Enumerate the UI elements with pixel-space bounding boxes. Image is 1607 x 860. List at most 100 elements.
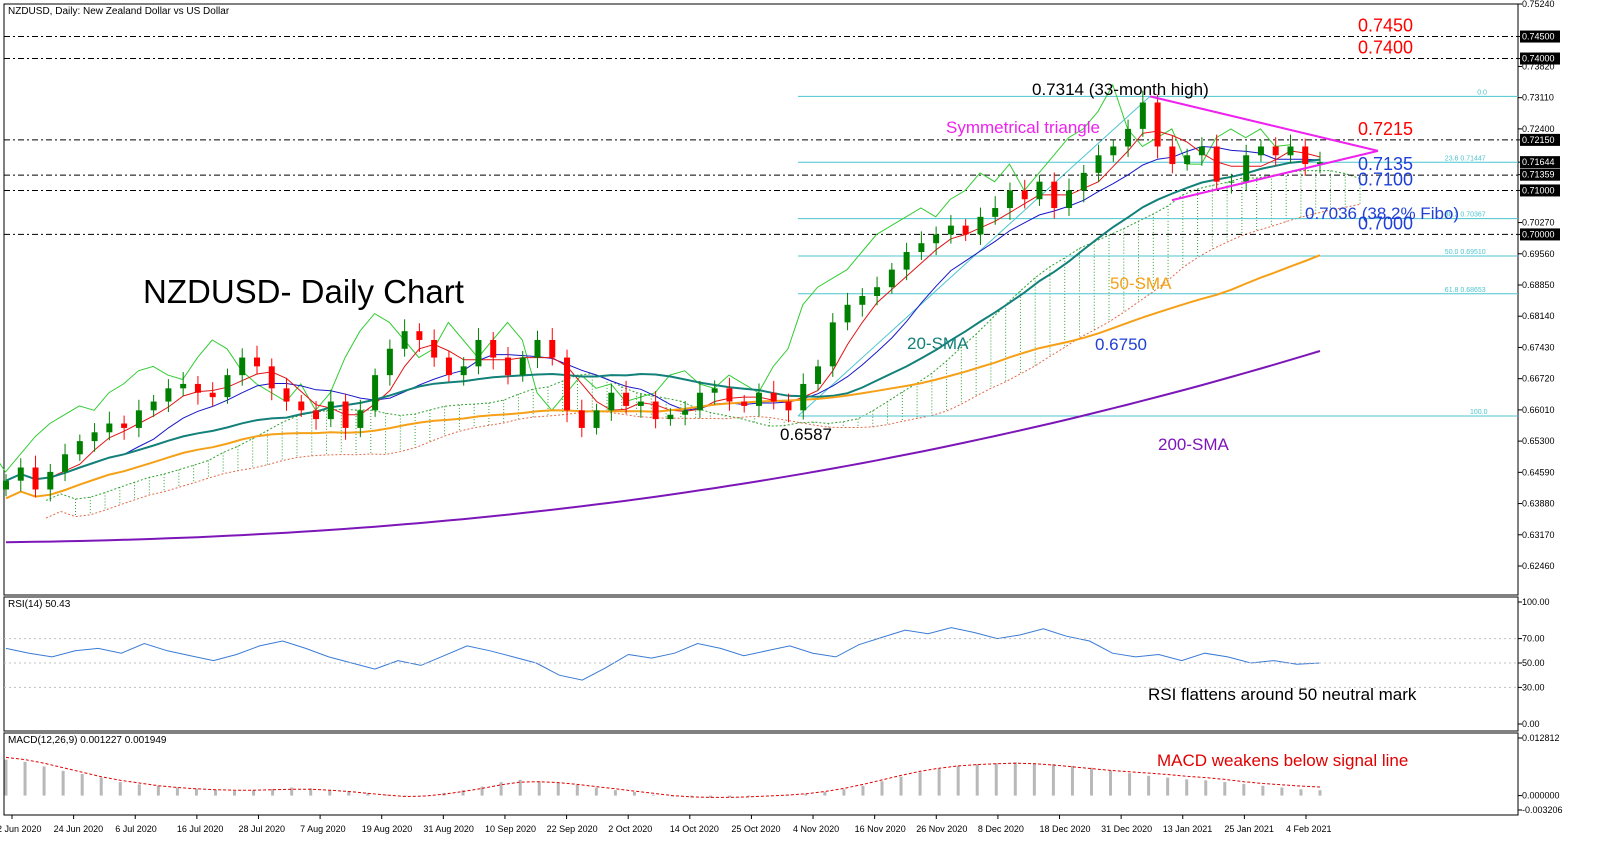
candle-body — [150, 401, 157, 411]
candle-body — [401, 331, 408, 349]
price-tick-highlight — [1520, 156, 1560, 169]
candle-body — [1243, 155, 1250, 182]
price-tick-highlight — [1520, 168, 1560, 181]
price-tick-label: 0.74000 — [1522, 54, 1555, 64]
candle-body — [1287, 146, 1294, 156]
triangle-lower-line — [1171, 149, 1379, 202]
sma20-line — [5, 158, 1321, 482]
candle-body — [268, 366, 275, 389]
candle-body — [1110, 146, 1117, 156]
price-tick-highlight — [1520, 228, 1560, 241]
rsi-tick-label: 50.00 — [1522, 658, 1545, 668]
candle-body — [593, 410, 600, 428]
level-label: 0.7135 — [1358, 154, 1413, 174]
date-axis: 12 Jun 2020 24 Jun 2020 6 Jul 2020 16 Jul 2… — [0, 815, 1332, 834]
candle-body — [770, 392, 777, 402]
candle-body — [431, 339, 438, 358]
candle-body — [194, 383, 201, 393]
date-tick-label: 26 Nov 2020 — [916, 824, 967, 834]
level-6750-annotation: 0.6750 — [1095, 335, 1147, 354]
fibo-annotation: 0.7036 (38.2% Fibo) — [1305, 204, 1459, 223]
sma20-annotation: 20-SMA — [907, 334, 969, 353]
candle-body — [726, 388, 733, 402]
candle-body — [445, 357, 452, 376]
date-tick-label: 28 Jul 2020 — [238, 824, 285, 834]
candle-body — [3, 480, 9, 490]
level-label: 0.7000 — [1358, 213, 1413, 233]
price-tick-label: 0.63170 — [1522, 530, 1555, 540]
symmetrical-triangle-drawing — [1149, 95, 1379, 202]
candle-body — [1095, 155, 1102, 173]
rsi-tick-label: 70.00 — [1522, 634, 1545, 644]
date-tick-label: 22 Sep 2020 — [547, 824, 598, 834]
date-tick-label: 4 Nov 2020 — [793, 824, 839, 834]
candle-body — [844, 304, 851, 323]
date-tick-label: 2 Oct 2020 — [608, 824, 652, 834]
price-tick-label: 0.62460 — [1522, 561, 1555, 571]
price-tick-label: 0.63880 — [1522, 499, 1555, 509]
candle-body — [741, 401, 748, 406]
cloud-span-b — [45, 203, 1361, 519]
level-label: 0.7450 — [1358, 16, 1413, 36]
candle-body — [578, 410, 585, 428]
date-tick-label: 4 Feb 2021 — [1286, 824, 1332, 834]
candle-body — [815, 366, 822, 384]
candle-body — [933, 234, 940, 244]
price-tick-label: 0.72400 — [1522, 124, 1555, 134]
candle-body — [888, 269, 895, 288]
candle-body — [62, 454, 69, 472]
fibo-label: 23.6 0.71447 — [1445, 155, 1486, 162]
candle-body — [1184, 155, 1191, 165]
cloud-span-a — [45, 170, 1361, 501]
level-label: 0.7400 — [1358, 38, 1413, 58]
candle-body — [696, 392, 703, 411]
date-tick-label: 25 Oct 2020 — [731, 824, 780, 834]
candle-body — [829, 322, 836, 367]
price-tick-label: 0.65300 — [1522, 436, 1555, 446]
candle-body — [17, 467, 24, 481]
rsi-plot — [5, 627, 1321, 681]
rsi-tick-label: 30.00 — [1522, 682, 1545, 692]
candle-body — [76, 441, 83, 455]
rsi-header: RSI(14) 50.43 — [8, 599, 71, 610]
macd-tick-label: 0.000000 — [1522, 791, 1560, 801]
candle-body — [475, 339, 482, 367]
candle-body — [372, 375, 379, 411]
candle-body — [711, 388, 718, 393]
candle-body — [283, 388, 290, 402]
candle-body — [962, 225, 969, 235]
candle-body — [180, 383, 187, 389]
ichimoku-cloud — [45, 170, 1361, 519]
price-pane — [3, 3, 1519, 596]
date-tick-label: 14 Oct 2020 — [670, 824, 719, 834]
candle-body — [549, 339, 556, 358]
sma200-annotation: 200-SMA — [1158, 435, 1230, 454]
rsi-pane — [3, 596, 1519, 732]
price-tick-label: 0.70000 — [1522, 229, 1555, 239]
rsi-tick-label: 100.00 — [1522, 597, 1550, 607]
indicator-lines — [0, 83, 1321, 544]
candle-body — [652, 401, 659, 420]
candle-body — [564, 357, 571, 411]
price-tick-label: 0.74500 — [1522, 32, 1555, 42]
price-tick-label: 0.75240 — [1522, 0, 1555, 9]
candle-body — [1036, 181, 1043, 200]
candle-body — [534, 339, 541, 358]
date-tick-label: 7 Aug 2020 — [300, 824, 346, 834]
candle-body — [519, 357, 526, 376]
price-tick-label: 0.73820 — [1522, 61, 1555, 71]
candle-body — [357, 410, 364, 428]
candle-body — [859, 295, 866, 305]
low-annotation: 0.6587 — [780, 425, 832, 444]
candle-body — [342, 401, 349, 428]
triangle-annotation: Symmetrical triangle — [946, 118, 1100, 137]
candle-body — [47, 471, 54, 490]
candle-body — [224, 375, 231, 398]
date-tick-label: 12 Jun 2020 — [0, 824, 42, 834]
candle-body — [637, 401, 644, 406]
macd-annotation: MACD weakens below signal line — [1157, 751, 1408, 770]
price-tick-highlight — [1520, 184, 1560, 197]
candle-body — [1228, 181, 1235, 183]
fibo-label: 100.0 — [1470, 409, 1488, 416]
